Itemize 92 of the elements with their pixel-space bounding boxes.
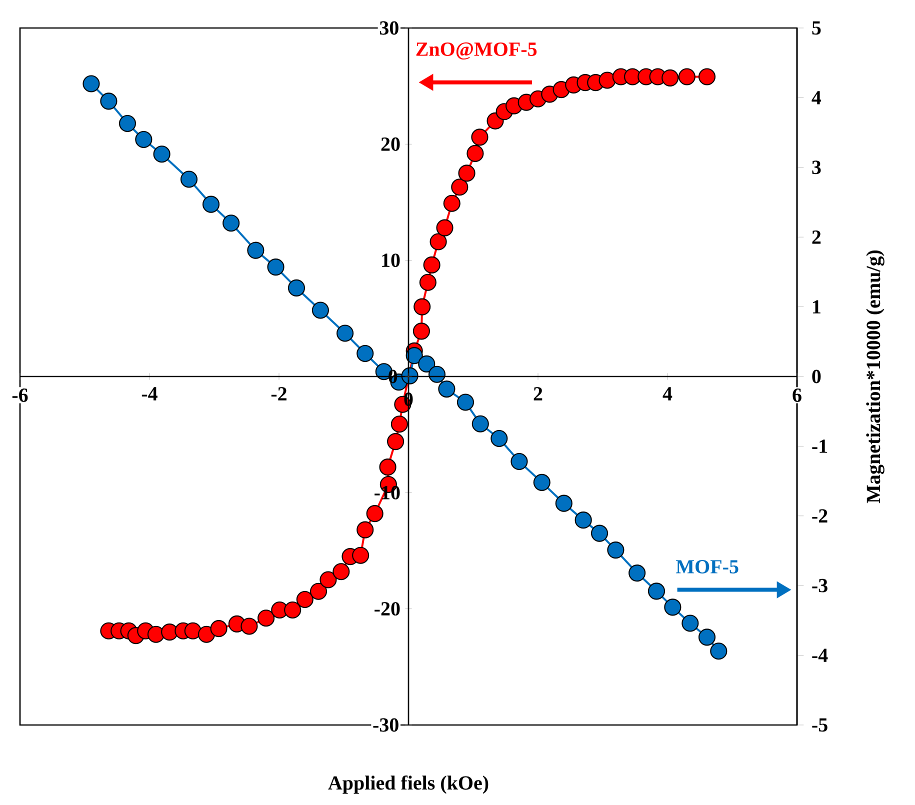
point — [184, 622, 202, 640]
point — [574, 512, 592, 529]
point — [135, 130, 152, 148]
point — [161, 624, 178, 641]
point — [312, 302, 329, 319]
x-tick-label: 2 — [534, 387, 542, 400]
point — [662, 69, 679, 86]
point — [471, 128, 488, 146]
y-tick-label: -30 — [373, 718, 398, 732]
point — [258, 610, 275, 627]
point — [352, 546, 370, 564]
point — [490, 430, 508, 448]
point — [412, 322, 430, 340]
point — [682, 614, 699, 632]
point — [418, 355, 436, 372]
point — [590, 524, 608, 542]
point — [379, 458, 396, 476]
point — [710, 642, 728, 660]
y-tick-label: 10 — [382, 254, 400, 268]
point — [356, 521, 374, 538]
point — [628, 564, 646, 582]
point — [451, 178, 468, 196]
point — [698, 628, 716, 646]
x-tick-label: -4 — [142, 387, 158, 400]
y-tick-label: -20 — [374, 602, 400, 616]
x-tick-label: 4 — [662, 387, 672, 400]
point — [428, 366, 446, 383]
point — [356, 344, 374, 362]
series-label: ZnO@MOF-5 — [416, 42, 537, 60]
point — [202, 196, 220, 213]
point — [100, 92, 118, 110]
y2-tick-label: -1 — [812, 440, 828, 453]
y-tick-label: 20 — [381, 137, 400, 151]
point — [438, 380, 456, 398]
point — [423, 256, 440, 274]
y2-tick-label: -2 — [812, 509, 828, 523]
y2-tick-label: 3 — [812, 160, 821, 174]
point — [472, 415, 489, 432]
y2-tick-label: -4 — [812, 648, 828, 662]
point — [664, 598, 682, 616]
point — [458, 164, 476, 182]
point — [332, 563, 350, 580]
point — [82, 75, 100, 92]
point — [390, 416, 408, 433]
x-tick-label: -2 — [271, 387, 286, 400]
point — [118, 114, 136, 132]
y2-tick-label: -5 — [812, 718, 828, 732]
y2-tick-label: -3 — [812, 578, 828, 592]
point — [153, 146, 170, 163]
point — [466, 144, 484, 162]
point — [288, 279, 306, 296]
point — [284, 601, 302, 619]
y2-tick-label: 5 — [812, 21, 821, 35]
point — [698, 68, 716, 86]
point — [510, 452, 528, 470]
point — [443, 194, 460, 212]
point — [430, 233, 447, 250]
point — [180, 170, 198, 188]
point — [198, 626, 216, 643]
x-tick-label: 6 — [792, 388, 802, 402]
point — [296, 590, 314, 608]
point — [607, 542, 624, 559]
point — [147, 626, 165, 643]
point — [320, 571, 337, 588]
point — [222, 214, 240, 232]
point — [533, 474, 550, 491]
point — [406, 347, 423, 364]
point — [648, 582, 666, 600]
point — [419, 274, 436, 291]
point — [678, 68, 696, 86]
x-tick-label: -6 — [12, 388, 28, 402]
y2-axis-title: Magnetization*10000 (emu/g) — [866, 250, 884, 504]
point — [387, 433, 404, 450]
point — [336, 324, 354, 342]
y-tick-label: 30 — [380, 21, 398, 35]
point — [210, 620, 228, 638]
series-label: MOF-5 — [676, 560, 738, 574]
point — [456, 394, 474, 411]
point — [310, 582, 328, 600]
point — [555, 494, 572, 512]
point — [240, 618, 258, 635]
point — [414, 298, 431, 316]
point — [598, 72, 616, 89]
y2-tick-label: 0 — [812, 370, 821, 384]
y2-tick-label: 4 — [812, 91, 822, 104]
y2-tick-label: 1 — [813, 300, 820, 314]
point — [436, 219, 454, 236]
point — [366, 505, 384, 522]
y2-tick-label: 2 — [812, 230, 821, 244]
point — [267, 258, 284, 276]
x-axis-title: Applied fiels (kOe) — [328, 775, 488, 794]
point — [247, 242, 264, 259]
